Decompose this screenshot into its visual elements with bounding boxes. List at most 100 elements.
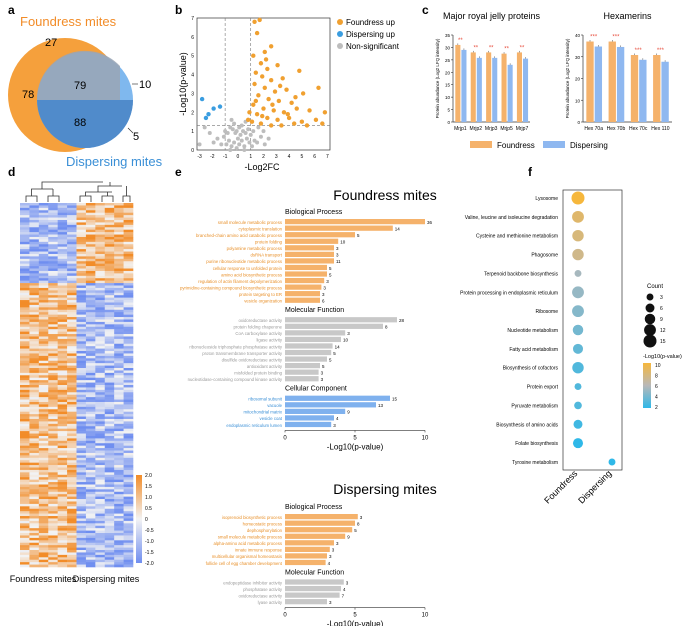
heatmap-cell [104, 489, 115, 493]
heatmap-cell [85, 479, 96, 483]
heatmap-cell [76, 321, 87, 325]
heatmap-cell [95, 467, 106, 471]
go-foundress-bar-count: 3 [323, 285, 326, 290]
heatmap-cell [123, 334, 134, 337]
heatmap-cell [57, 448, 68, 451]
heatmap-cell [114, 448, 124, 451]
heatmap-cell [48, 239, 58, 243]
volcano-point-foundress [268, 123, 274, 128]
heatmap-cell [38, 550, 49, 553]
heatmap-cell [38, 336, 49, 340]
heatmap-cell [57, 256, 68, 260]
heatmap-cell [123, 307, 134, 311]
heatmap-cell [38, 477, 49, 480]
heatmap-xlabel-dispersing: Dispersing mites [73, 574, 140, 584]
heatmap-cell [20, 467, 30, 471]
heatmap-cell [67, 552, 77, 556]
heatmap-cell [20, 452, 30, 456]
heatmap-cell [38, 387, 49, 391]
mrjp-bar-foundress [516, 52, 522, 122]
heatmap-cell [104, 222, 115, 226]
heatmap-cell [95, 547, 106, 551]
volcano-xtick: -1 [223, 154, 228, 160]
heatmap-cell [114, 370, 124, 374]
volcano-point-foundress [253, 98, 259, 104]
heatmap-cell [67, 321, 77, 325]
heatmap-cell [76, 334, 87, 337]
heatmap-cell [29, 457, 40, 461]
heatmap-cell [29, 486, 40, 490]
heatmap-cell [29, 382, 40, 386]
heatmap-cell [48, 435, 58, 439]
hex-xtick: Hex 70b [607, 126, 626, 132]
volcano-ytick: 3 [191, 91, 194, 97]
heatmap-cell [57, 234, 68, 238]
heatmap-cell [67, 562, 77, 565]
heatmap-cell [76, 258, 87, 262]
heatmap-cell [76, 329, 87, 332]
heatmap-cell [76, 557, 87, 561]
heatmap-cell [57, 411, 68, 415]
heatmap-cell [48, 309, 58, 313]
heatmap-cell [76, 542, 87, 546]
heatmap-cell [95, 418, 106, 422]
heatmap-cell [38, 535, 49, 539]
heatmap-cell [123, 377, 134, 381]
heatmap-cell [48, 377, 58, 381]
heatmap-cell [67, 455, 77, 459]
heatmap-cell [57, 380, 68, 383]
heatmap-cell [123, 341, 134, 345]
heatmap-cell [20, 210, 30, 214]
heatmap-cell [20, 409, 30, 412]
go-foundress-term-label: branched-chain amino acid catabolic proc… [196, 233, 282, 238]
heatmap-cell [67, 401, 77, 405]
heatmap-cell [48, 300, 58, 303]
heatmap-cell [67, 295, 77, 298]
heatmap-cell [85, 530, 96, 534]
heatmap-cell [104, 246, 115, 250]
heatmap-cell [104, 275, 115, 279]
heatmap-cell [29, 423, 40, 427]
heatmap-cell [114, 421, 124, 425]
heatmap-cell [67, 307, 77, 311]
heatmap-cell [20, 329, 30, 332]
heatmap-cell [20, 520, 30, 524]
heatmap-cell [76, 525, 87, 529]
heatmap-cell [85, 368, 96, 371]
heatmap-cell [38, 440, 49, 444]
go-foundress-term-label: nucleotidase-containing compound kinase … [188, 377, 283, 382]
heatmap-cell [48, 535, 58, 539]
heatmap-cell [114, 486, 124, 490]
heatmap-cell [67, 501, 77, 505]
heatmap-cell [20, 222, 30, 226]
heatmap-cell [48, 365, 58, 369]
heatmap-cell [57, 443, 68, 446]
heatmap-cell [57, 280, 68, 284]
heatmap-cell [95, 360, 106, 364]
heatmap-cell [57, 433, 68, 437]
heatmap-cell [123, 312, 134, 315]
kegg-bubble [572, 210, 584, 223]
heatmap-cell [67, 545, 77, 548]
heatmap-cell [95, 552, 106, 556]
heatmap-cell [38, 278, 49, 281]
heatmap-cell [76, 324, 87, 328]
heatmap-cell [38, 258, 49, 262]
heatmap-cell [48, 452, 58, 456]
heatmap-cell [104, 491, 115, 495]
heatmap-cell [20, 348, 30, 352]
heatmap-cell [20, 491, 30, 495]
heatmap-cell [48, 222, 58, 226]
heatmap-cell [29, 236, 40, 240]
heatmap-cell [123, 203, 134, 206]
heatmap-cell [67, 477, 77, 480]
heatmap-cell [38, 385, 49, 388]
volcano-ytick: 0 [191, 148, 194, 154]
heatmap-colorbar-tick: -0.5 [145, 528, 154, 534]
venn-count-27: 27 [45, 37, 57, 49]
heatmap-cell [114, 365, 124, 369]
heatmap-cell [114, 295, 124, 298]
heatmap-cell [67, 496, 77, 500]
volcano-point-foundress [275, 62, 280, 68]
heatmap-cell [95, 523, 106, 527]
